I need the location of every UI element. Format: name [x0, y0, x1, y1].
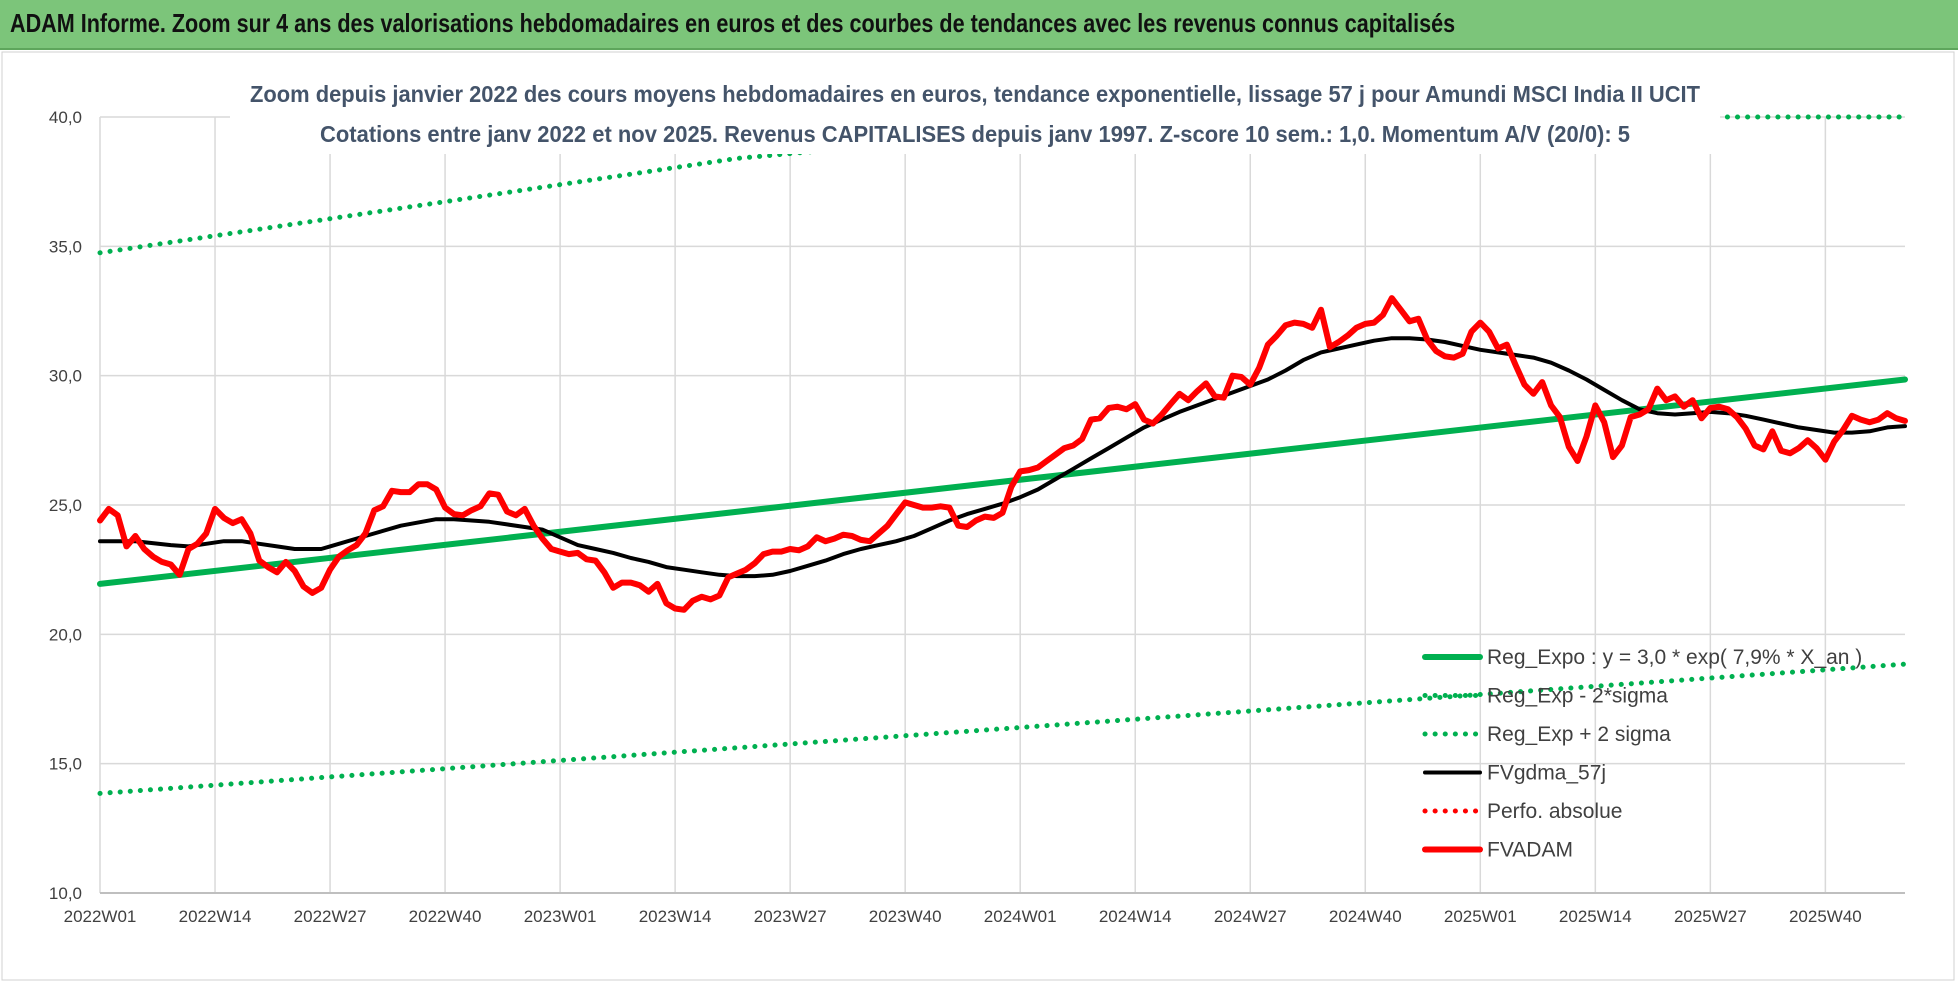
report-title: ADAM Informe. Zoom sur 4 ans des valoris…: [10, 8, 1456, 38]
x-tick-label: 2024W40: [1329, 907, 1402, 926]
x-tick-label: 2022W40: [409, 907, 482, 926]
x-tick-label: 2022W14: [179, 907, 252, 926]
chart-frame: [1, 51, 1955, 981]
legend-label: Perfo. absolue: [1487, 800, 1622, 823]
report-banner: ADAM Informe. Zoom sur 4 ans des valoris…: [0, 0, 1958, 50]
x-tick-label: 2025W14: [1559, 907, 1632, 926]
x-tick-label: 2024W27: [1214, 907, 1287, 926]
x-tick-label: 2022W27: [294, 907, 367, 926]
legend-label: FVADAM: [1487, 839, 1573, 862]
x-tick-label: 2024W14: [1099, 907, 1172, 926]
chart-title: Zoom depuis janvier 2022 des cours moyen…: [250, 81, 1700, 107]
x-tick-label: 2025W40: [1789, 907, 1862, 926]
y-tick-label: 30,0: [49, 367, 82, 386]
x-tick-label: 2025W01: [1444, 907, 1517, 926]
legend-label: Reg_Exp + 2 sigma: [1487, 723, 1671, 746]
y-tick-label: 40,0: [49, 108, 82, 127]
y-tick-label: 15,0: [49, 755, 82, 774]
y-tick-label: 20,0: [49, 625, 82, 644]
chart-subtitle: Cotations entre janv 2022 et nov 2025. R…: [320, 121, 1630, 147]
series-line-reg-exp-2-sigma: [97, 114, 1908, 256]
x-tick-label: 2024W01: [984, 907, 1057, 926]
legend-label: Reg_Exp - 2*sigma: [1487, 685, 1668, 708]
x-tick-label: 2023W01: [524, 907, 597, 926]
series-line-fvadam: [97, 295, 1908, 613]
y-tick-label: 35,0: [49, 237, 82, 256]
x-tick-label: 2023W40: [869, 907, 942, 926]
series-line-reg-expo-y-3-0-exp-7-9-x-an: [97, 376, 1908, 587]
legend-label: FVgdma_57j: [1487, 762, 1606, 785]
y-tick-label: 25,0: [49, 496, 82, 515]
legend-label: Reg_Expo : y = 3,0 * exp( 7,9% * X_an ): [1487, 646, 1862, 669]
x-tick-label: 2025W27: [1674, 907, 1747, 926]
title-background: [230, 74, 1720, 154]
x-tick-label: 2023W27: [754, 907, 827, 926]
x-tick-label: 2022W01: [64, 907, 137, 926]
y-tick-label: 10,0: [49, 884, 82, 903]
series-line-fvgdma-57j: [98, 336, 1907, 579]
series-line-reg-exp-2-sigma: [97, 661, 1908, 796]
x-tick-label: 2023W14: [639, 907, 712, 926]
